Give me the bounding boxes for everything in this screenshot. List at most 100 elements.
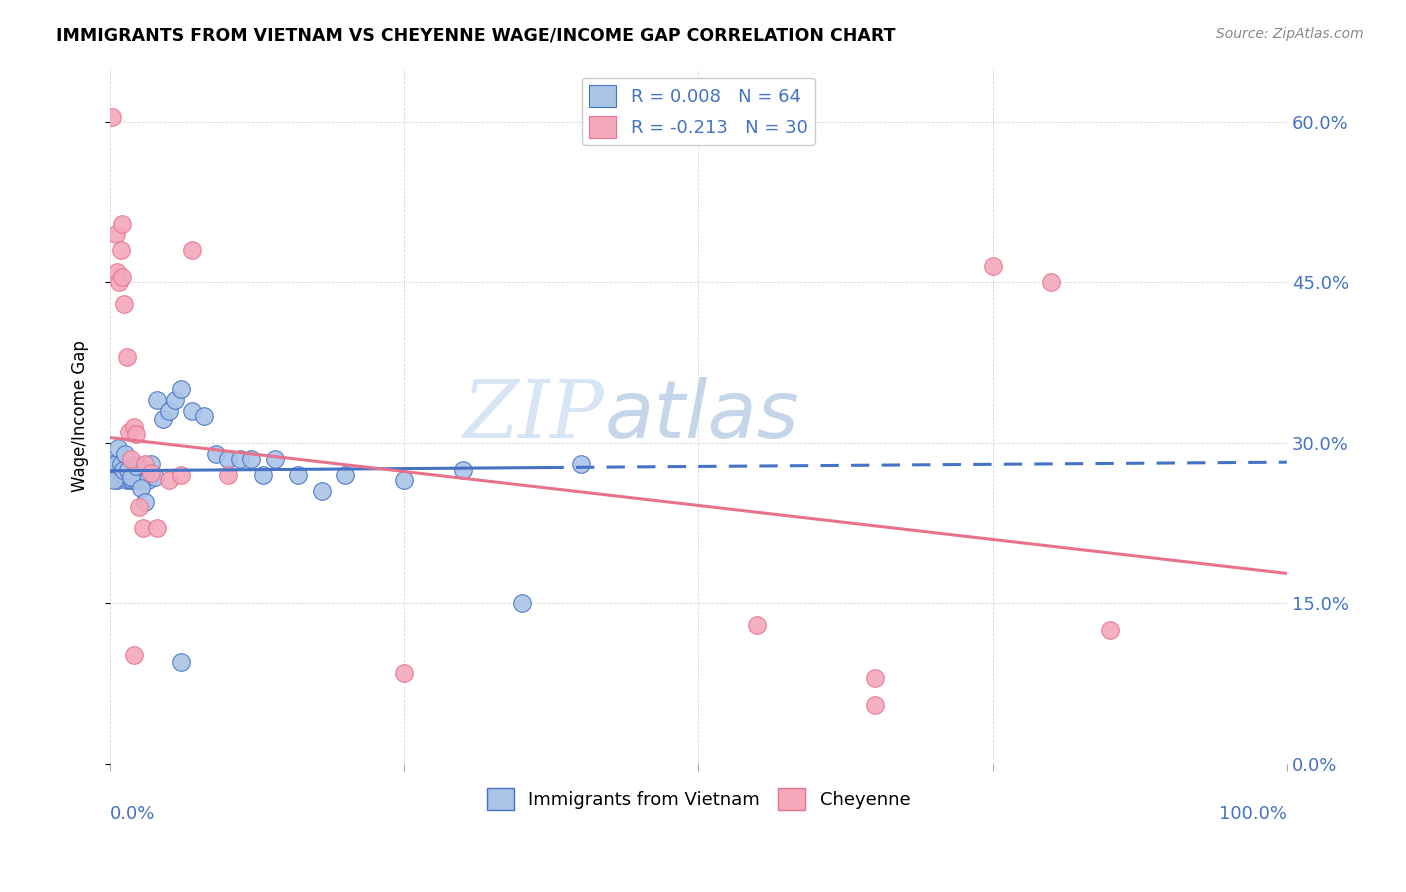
- Point: [287, 468, 309, 483]
- Point: [122, 420, 145, 434]
- Point: [217, 452, 239, 467]
- Point: [152, 412, 174, 426]
- Point: [117, 463, 139, 477]
- Point: [120, 468, 142, 483]
- Point: [104, 470, 127, 484]
- Point: [163, 393, 186, 408]
- Point: [981, 260, 1004, 274]
- Point: [569, 458, 592, 472]
- Point: [181, 404, 204, 418]
- Point: [108, 276, 131, 290]
- Point: [114, 459, 136, 474]
- Point: [863, 698, 886, 712]
- Point: [127, 459, 149, 474]
- Point: [117, 466, 139, 480]
- Text: 100.0%: 100.0%: [1219, 805, 1286, 823]
- Point: [451, 463, 474, 477]
- Point: [120, 452, 142, 467]
- Point: [111, 468, 134, 483]
- Point: [134, 458, 156, 472]
- Point: [111, 270, 134, 285]
- Point: [146, 521, 169, 535]
- Point: [112, 463, 135, 477]
- Point: [101, 110, 124, 124]
- Point: [118, 467, 141, 481]
- Text: 0.0%: 0.0%: [110, 805, 156, 823]
- Point: [115, 474, 138, 488]
- Point: [263, 452, 285, 467]
- Point: [134, 494, 156, 508]
- Point: [136, 474, 159, 488]
- Point: [510, 596, 533, 610]
- Point: [129, 481, 152, 495]
- Point: [170, 383, 193, 397]
- Point: [311, 483, 333, 498]
- Point: [104, 227, 127, 242]
- Point: [120, 470, 142, 484]
- Point: [394, 665, 416, 680]
- Point: [157, 404, 180, 418]
- Point: [124, 474, 146, 488]
- Point: [240, 452, 263, 467]
- Point: [131, 470, 153, 484]
- Point: [101, 458, 124, 472]
- Point: [110, 244, 132, 258]
- Point: [1099, 623, 1122, 637]
- Point: [111, 463, 134, 477]
- Point: [181, 244, 204, 258]
- Point: [141, 458, 163, 472]
- Point: [863, 671, 886, 685]
- Point: [394, 474, 416, 488]
- Point: [104, 466, 127, 480]
- Point: [217, 468, 239, 483]
- Text: atlas: atlas: [605, 377, 799, 455]
- Point: [111, 217, 134, 231]
- Point: [105, 265, 128, 279]
- Point: [103, 474, 125, 488]
- Point: [252, 468, 274, 483]
- Point: [125, 427, 148, 442]
- Point: [193, 409, 215, 424]
- Text: Source: ZipAtlas.com: Source: ZipAtlas.com: [1216, 27, 1364, 41]
- Point: [122, 466, 145, 480]
- Text: ZIP: ZIP: [463, 377, 605, 455]
- Point: [121, 474, 143, 488]
- Point: [108, 470, 131, 484]
- Point: [170, 655, 193, 669]
- Point: [107, 465, 129, 479]
- Point: [115, 351, 138, 365]
- Legend: Immigrants from Vietnam, Cheyenne: Immigrants from Vietnam, Cheyenne: [479, 780, 918, 817]
- Point: [111, 455, 134, 469]
- Point: [105, 474, 128, 488]
- Point: [128, 500, 150, 514]
- Point: [335, 468, 357, 483]
- Point: [747, 617, 769, 632]
- Point: [125, 470, 148, 484]
- Point: [157, 474, 180, 488]
- Point: [112, 297, 135, 311]
- Point: [170, 468, 193, 483]
- Point: [110, 458, 132, 472]
- Point: [122, 648, 145, 662]
- Point: [128, 474, 150, 488]
- Point: [1040, 276, 1063, 290]
- Point: [101, 464, 124, 478]
- Point: [103, 468, 125, 483]
- Point: [132, 521, 155, 535]
- Point: [111, 463, 134, 477]
- Point: [205, 447, 228, 461]
- Point: [146, 393, 169, 408]
- Point: [228, 452, 250, 467]
- Point: [110, 467, 132, 481]
- Point: [141, 466, 163, 480]
- Point: [125, 459, 148, 474]
- Point: [120, 474, 142, 488]
- Point: [143, 470, 166, 484]
- Point: [111, 468, 134, 483]
- Point: [114, 447, 136, 461]
- Point: [118, 425, 141, 440]
- Point: [107, 442, 129, 456]
- Text: IMMIGRANTS FROM VIETNAM VS CHEYENNE WAGE/INCOME GAP CORRELATION CHART: IMMIGRANTS FROM VIETNAM VS CHEYENNE WAGE…: [56, 27, 896, 45]
- Point: [134, 459, 156, 474]
- Point: [104, 458, 127, 472]
